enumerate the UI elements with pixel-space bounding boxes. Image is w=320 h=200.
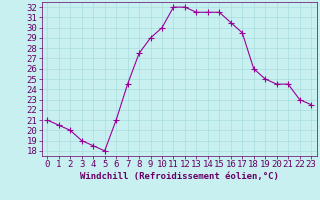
X-axis label: Windchill (Refroidissement éolien,°C): Windchill (Refroidissement éolien,°C) bbox=[80, 172, 279, 181]
